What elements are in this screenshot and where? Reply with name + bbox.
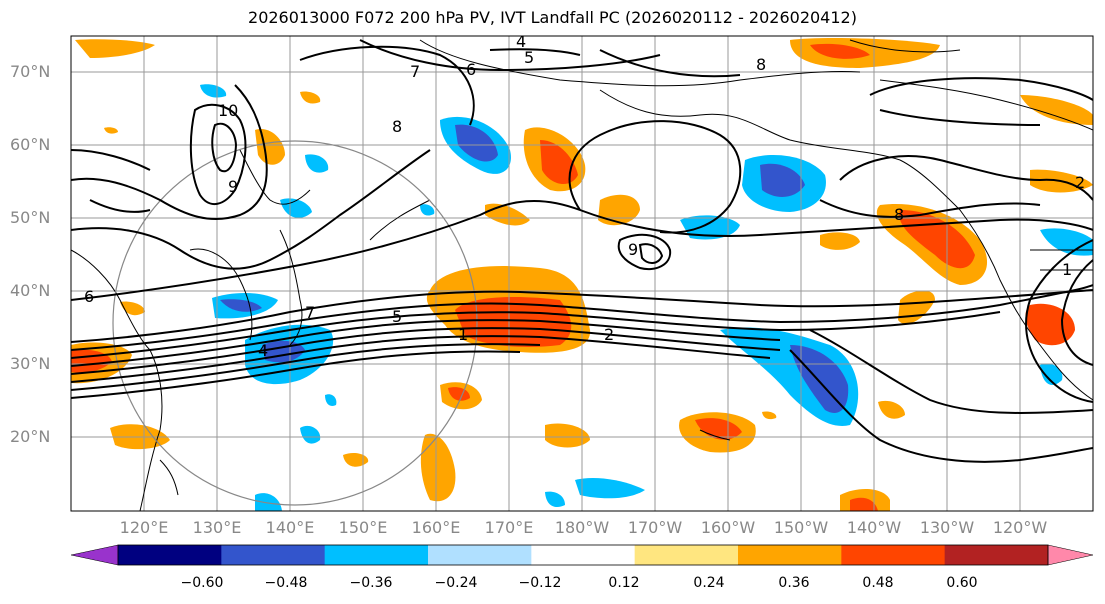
- lon-label: 150°E: [338, 518, 388, 537]
- lon-label: 120°W: [992, 518, 1048, 537]
- contour-label: 4: [516, 32, 526, 51]
- contour-label: 8: [756, 55, 766, 74]
- colorbar-tick: −0.12: [518, 575, 562, 591]
- lon-label: 140°W: [846, 518, 902, 537]
- graticule: [71, 36, 1093, 511]
- colorbar-tick: 0.60: [946, 575, 978, 591]
- contour-label: 7: [410, 62, 420, 81]
- contour-label: 5: [524, 48, 534, 67]
- radius-circle: [112, 140, 478, 506]
- lat-label: 50°N: [10, 208, 51, 227]
- lon-label: 130°W: [919, 518, 975, 537]
- pv-contours: [71, 39, 1093, 463]
- colorbar-tick: −0.60: [180, 575, 224, 591]
- contour-label: 2: [604, 325, 614, 344]
- lon-label: 170°E: [484, 518, 534, 537]
- contour-label: 8: [894, 205, 904, 224]
- lon-label: 160°W: [700, 518, 756, 537]
- map-title: 2026013000 F072 200 hPa PV, IVT Landfall…: [248, 8, 857, 27]
- contour-label: 6: [84, 287, 94, 306]
- lat-label: 70°N: [10, 62, 51, 81]
- map-frame: [70, 35, 1094, 512]
- colorbar-tick: 0.36: [778, 575, 810, 591]
- colorbar-tick: −0.48: [264, 575, 308, 591]
- contour-labels: 4 5 6 7 8 9 10 1 2 5 7 8 8 9 6 4 1 2: [84, 32, 1085, 360]
- contour-label: 10: [218, 101, 238, 120]
- contour-label: 9: [628, 240, 638, 259]
- contour-label: 2: [1075, 173, 1085, 192]
- lon-label: 120°E: [119, 518, 169, 537]
- contour-label: 1: [458, 325, 468, 344]
- lon-label: 170°W: [627, 518, 683, 537]
- lon-label: 150°W: [773, 518, 829, 537]
- lon-label: 180°W: [554, 518, 610, 537]
- contour-label: 7: [305, 303, 315, 322]
- colorbar-tick: −0.24: [434, 575, 478, 591]
- coastlines: [71, 39, 1093, 511]
- lat-label: 60°N: [10, 135, 51, 154]
- colorbar-tick: −0.36: [349, 575, 393, 591]
- lon-label: 130°E: [192, 518, 242, 537]
- lat-label: 30°N: [10, 354, 51, 373]
- contour-label: 1: [1062, 260, 1072, 279]
- contour-label: 5: [392, 307, 402, 326]
- colorbar-tick: 0.12: [608, 575, 640, 591]
- contour-label: 9: [228, 177, 238, 196]
- lat-label: 40°N: [10, 281, 51, 300]
- colorbar-tick: 0.24: [693, 575, 725, 591]
- lon-label: 140°E: [265, 518, 315, 537]
- contour-label: 8: [392, 117, 402, 136]
- lon-label: 160°E: [411, 518, 461, 537]
- colorbar-tick: 0.48: [862, 575, 894, 591]
- contour-label: 4: [258, 341, 268, 360]
- contour-label: 6: [466, 60, 476, 79]
- lat-label: 20°N: [10, 427, 51, 446]
